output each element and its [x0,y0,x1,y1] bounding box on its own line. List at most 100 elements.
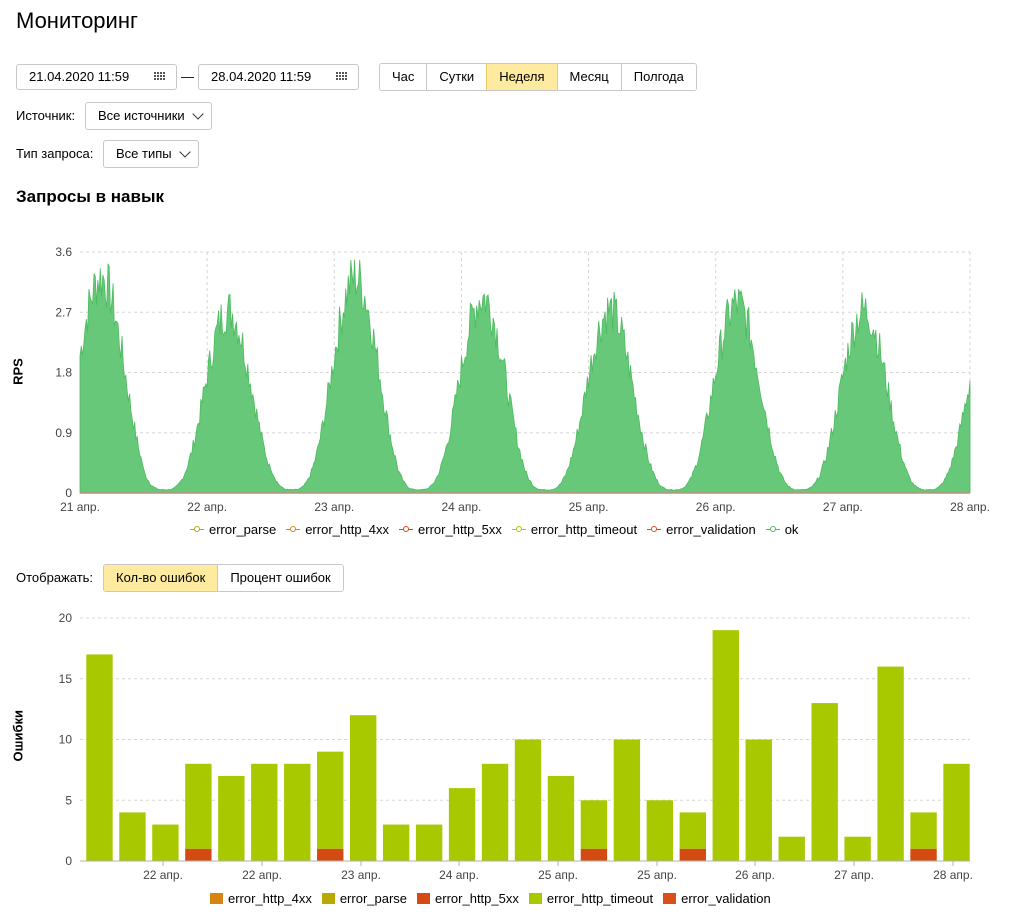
bar-error-http-timeout [646,800,674,861]
legend-swatch-icon [417,893,431,904]
legend-swatch-icon [321,893,335,904]
chevron-down-icon [192,108,204,120]
period-day-button[interactable]: Сутки [426,64,487,90]
bar-error-http-timeout [481,763,509,861]
bar-error-http-timeout [877,666,904,861]
bar-error-http-timeout [943,763,970,861]
legend-label: error_validation [681,891,771,906]
x-tick-label: 21 апр. [60,500,100,514]
bar-error-validation [185,848,212,861]
legend-item-error_http_4xx[interactable]: error_http_4xx [286,522,389,537]
legend-label: error_parse [209,522,277,537]
calendar-icon[interactable] [154,72,166,82]
rps-chart: 0 0.9 1.8 2.7 3.6 21 апр. 22 апр. 23 апр. 24 апр… [55,245,990,514]
error-count-button[interactable]: Кол-во ошибок [104,565,218,591]
legend-swatch-icon [528,893,542,904]
requests-section-title: Запросы в навык [16,187,164,206]
legend-label: ok [784,522,799,537]
legend-item-error_http_timeout[interactable]: error_http_timeout [528,891,654,906]
y-tick-label: 0 [65,854,72,868]
date-from-input[interactable]: 21.04.2020 11:59 [16,64,177,90]
bar-error-http-timeout [185,763,212,849]
source-dropdown[interactable]: Все источники [85,102,212,130]
ok-area-series [79,259,971,494]
display-mode-selector: Кол-во ошибок Процент ошибок [103,564,344,592]
bar-error-http-timeout [514,739,542,861]
legend-swatch-icon [663,893,677,904]
bar-error-http-timeout [580,800,608,849]
legend-item-error_http_timeout[interactable]: error_http_timeout [511,522,638,537]
rps-legend: error_parse error_http_4xx error_http_5xx e… [190,522,808,537]
legend-marker-icon [399,525,414,535]
legend-swatch-icon [210,893,223,904]
legend-marker-icon [511,525,526,535]
bar-error-http-timeout [745,739,772,861]
legend-item-error_parse[interactable]: error_parse [321,891,408,906]
calendar-icon[interactable] [336,72,348,82]
page-title: Мониторинг [16,8,139,33]
legend-label: error_http_4xx [228,891,312,906]
legend-label: error_http_5xx [435,891,519,906]
bar-error-validation [679,848,706,861]
period-selector: Час Сутки Неделя Месяц Полгода [379,63,697,91]
y-tick-label: 15 [59,672,73,686]
errors-chart: 0 5 10 15 20 22 апр. 22 апр. 23 апр. 24 апр. 25 а… [59,611,973,882]
y-tick-label: 0.9 [55,426,72,440]
legend-item-error_http_4xx[interactable]: error_http_4xx [210,891,312,906]
bar-error-http-timeout [712,630,739,861]
legend-item-error_validation[interactable]: error_validation [647,522,756,537]
bar-error-http-timeout [251,763,278,861]
period-week-button[interactable]: Неделя [486,64,557,90]
legend-marker-icon [286,525,301,535]
period-month-button[interactable]: Месяц [556,64,621,90]
y-tick-label: 3.6 [55,245,72,259]
error-percent-button[interactable]: Процент ошибок [217,565,343,591]
bar-error-http-timeout [317,751,344,849]
legend-item-error_http_5xx[interactable]: error_http_5xx [417,891,519,906]
x-tick-label: 22 апр. [242,868,282,882]
y-tick-label: 20 [59,611,73,625]
x-tick-label: 25 апр. [538,868,578,882]
legend-item-ok[interactable]: ok [765,522,799,537]
y-tick-label: 10 [59,733,73,747]
x-tick-label: 25 апр. [637,868,677,882]
period-halfyear-button[interactable]: Полгода [620,64,696,90]
date-separator: — [181,69,194,84]
bar-error-http-timeout [350,715,377,861]
legend-label: error_http_timeout [546,891,654,906]
bar-error-http-timeout [152,824,179,861]
x-tick-label: 25 апр. [569,500,609,514]
bar-error-http-timeout [382,824,410,861]
legend-item-error_validation[interactable]: error_validation [663,891,771,906]
legend-item-error_parse[interactable]: error_parse [190,522,276,537]
errors-legend: error_http_4xx error_parse error_http_5xx e… [210,891,781,906]
x-tick-label: 28 апр. [950,500,990,514]
request-type-dropdown-value: Все типы [116,146,172,161]
bar-error-http-timeout [811,703,838,861]
legend-label: error_http_5xx [418,522,502,537]
legend-item-error_http_5xx[interactable]: error_http_5xx [399,522,502,537]
bar-error-http-timeout [910,812,937,849]
request-type-dropdown[interactable]: Все типы [103,140,199,168]
x-tick-label: 22 апр. [187,500,227,514]
date-from-value: 21.04.2020 11:59 [29,69,130,84]
period-hour-button[interactable]: Час [380,64,427,90]
x-tick-label: 22 апр. [143,868,183,882]
source-label: Источник: [16,108,76,123]
legend-marker-icon [190,525,204,535]
bar-error-http-timeout [218,775,245,861]
date-to-value: 28.04.2020 11:59 [211,69,312,84]
x-tick-label: 27 апр. [834,868,874,882]
bar-error-http-timeout [86,654,113,861]
bar-error-http-timeout [415,824,443,861]
y-tick-label: 2.7 [55,305,72,319]
legend-label: error_validation [666,522,756,537]
legend-label: error_parse [339,891,408,906]
date-to-input[interactable]: 28.04.2020 11:59 [198,64,359,90]
bar-error-validation [910,848,937,861]
chevron-down-icon [178,146,191,158]
legend-label: error_http_timeout [530,522,638,537]
legend-label: error_http_4xx [305,522,390,537]
request-type-label: Тип запроса: [16,146,94,161]
y-tick-label: 0 [65,486,72,500]
